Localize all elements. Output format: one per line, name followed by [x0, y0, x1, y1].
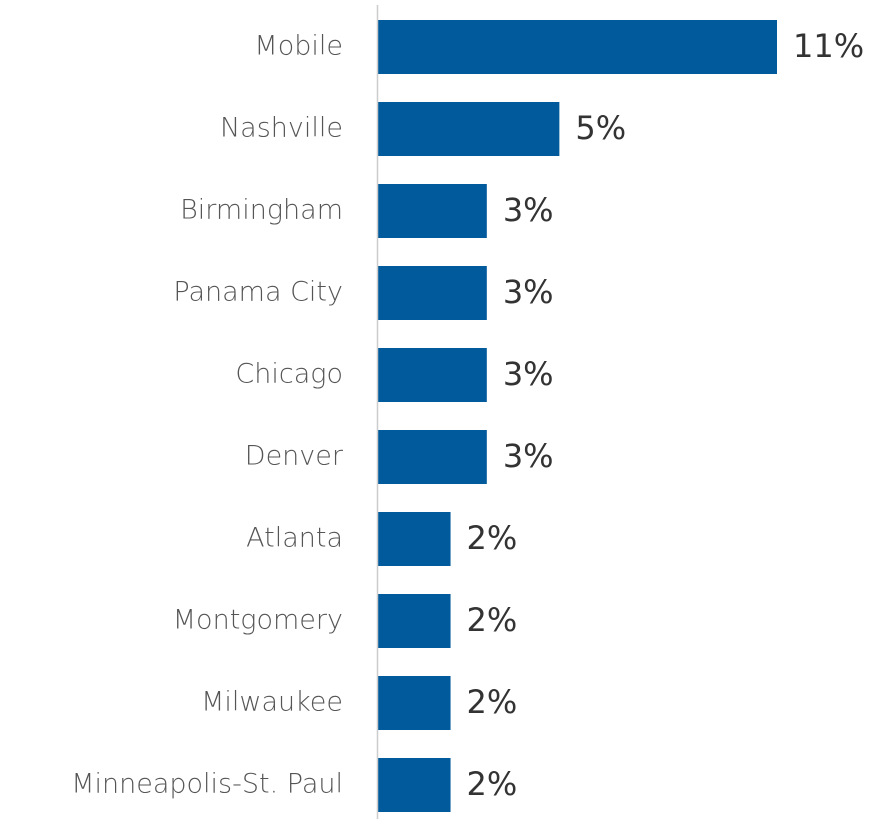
bar [378, 266, 487, 320]
category-label: Denver [245, 441, 344, 472]
value-label: 2% [467, 601, 518, 639]
category-label: Montgomery [173, 605, 343, 636]
category-label: Atlanta [246, 523, 343, 554]
bar [378, 676, 451, 730]
value-label: 2% [467, 519, 518, 557]
bar [378, 430, 487, 484]
bar [378, 348, 487, 402]
category-label: Nashville [220, 113, 343, 144]
value-label: 2% [467, 683, 518, 721]
category-label: Chicago [235, 359, 343, 390]
category-label: Panama City [173, 277, 343, 308]
value-label: 3% [503, 355, 554, 393]
bar [378, 184, 487, 238]
value-label: 11% [793, 27, 864, 65]
bar [378, 20, 777, 74]
bar [378, 594, 451, 648]
value-label: 3% [503, 191, 554, 229]
bar [378, 512, 451, 566]
category-label: Minneapolis-St. Paul [71, 769, 343, 800]
bar [378, 758, 451, 812]
category-label: Milwaukee [201, 687, 343, 718]
value-label: 3% [503, 437, 554, 475]
value-label: 3% [503, 273, 554, 311]
category-label: Birmingham [180, 195, 343, 226]
value-label: 5% [575, 109, 626, 147]
bar [378, 102, 560, 156]
category-label: Mobile [254, 31, 343, 62]
value-label: 2% [467, 765, 518, 803]
